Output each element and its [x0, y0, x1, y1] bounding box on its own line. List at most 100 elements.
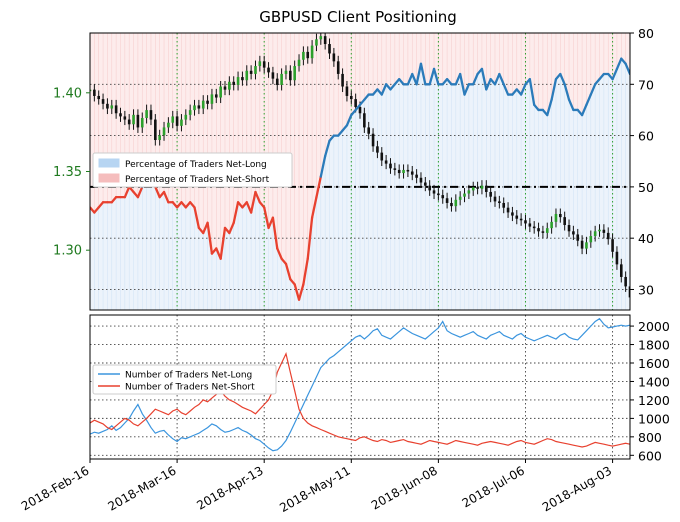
candle-body	[528, 223, 532, 227]
candle-body	[576, 234, 580, 241]
net-long-segment	[380, 83, 388, 96]
candle-body	[197, 105, 201, 109]
net-long-segment	[319, 154, 327, 178]
candle-body	[167, 122, 170, 128]
candle-body	[445, 198, 449, 203]
net-short-segment	[276, 247, 283, 260]
net-short-segment	[162, 190, 170, 204]
right-tick-label: 1800	[638, 338, 670, 353]
candle-body	[572, 231, 575, 235]
legend-number: Number of Traders Net-Long Number of Trad…	[92, 364, 277, 395]
net-long-segment	[585, 93, 592, 106]
net-short-segment	[315, 175, 322, 199]
candle-body	[119, 113, 122, 117]
right-tick-label: 600	[638, 448, 662, 463]
candle-body	[554, 213, 558, 222]
legend-label: Percentage of Traders Net-Long	[125, 160, 267, 170]
net-short-segment	[219, 226, 227, 260]
candle-body	[132, 114, 135, 125]
x-tick-label: 2018-Aug-03	[540, 463, 614, 514]
candle-body	[345, 86, 349, 96]
candle-body	[437, 193, 440, 196]
candle-body	[297, 59, 301, 67]
net-long-segment	[519, 83, 527, 96]
net-short-segment	[228, 221, 235, 235]
candle-body	[245, 70, 249, 81]
candle-body	[380, 152, 384, 161]
right-tick-label: 1400	[638, 374, 670, 389]
candle-body	[371, 133, 375, 147]
candle-body	[149, 110, 153, 120]
candle-body	[393, 168, 397, 170]
net-short-segment	[310, 195, 318, 219]
candle-body	[154, 119, 157, 141]
left-tick-label: 1.30	[53, 244, 82, 259]
candle-body	[376, 146, 379, 153]
legend-label: Number of Traders Net-Long	[125, 371, 252, 381]
right-tick-label: 40	[638, 231, 654, 246]
candle-body	[332, 53, 336, 62]
candle-body	[280, 73, 283, 85]
bottom-panel: 600 800 1000 1200 1400 1600 1800 2000	[89, 314, 670, 463]
candle-body	[249, 70, 253, 74]
candle-body	[267, 67, 270, 73]
candle-body	[284, 70, 288, 74]
candle-body	[145, 110, 148, 118]
net-long-segment	[415, 62, 423, 86]
right-tick-label: 50	[638, 180, 654, 195]
legend-swatch	[98, 158, 120, 168]
candle-body	[519, 218, 523, 221]
candle-body	[397, 169, 401, 174]
candle-body	[598, 229, 601, 232]
bottom-frame	[89, 314, 631, 460]
candle-body	[258, 61, 262, 67]
candle-body	[158, 135, 161, 141]
net-long-segment	[493, 72, 501, 86]
candle-body	[415, 174, 418, 178]
percentage-line	[90, 57, 630, 301]
right-tick-label: 1000	[638, 411, 670, 426]
net-long-segment	[624, 62, 630, 76]
x-tick-label: 2018-Jun-08	[369, 463, 440, 512]
net-short-segment	[254, 190, 261, 204]
candle-body	[541, 231, 545, 233]
right-tick-label: 1200	[638, 393, 670, 408]
candle-body	[454, 199, 458, 207]
candle-body	[201, 100, 205, 109]
candle-body	[363, 113, 366, 128]
candle-body	[271, 72, 275, 79]
candle-body	[593, 231, 597, 237]
candle-body	[341, 73, 344, 87]
candle-body	[136, 114, 140, 128]
legend-box	[92, 364, 277, 395]
net-short-count-line	[90, 352, 630, 448]
candle-body	[236, 77, 240, 85]
candle-body	[328, 44, 331, 54]
candle-body	[358, 106, 362, 114]
net-long-segment	[463, 83, 471, 96]
net-long-segment	[589, 83, 597, 96]
candle-body	[537, 228, 540, 232]
candle-body	[354, 99, 357, 107]
candle-body	[349, 95, 353, 100]
legend-label: Percentage of Traders Net-Short	[125, 175, 270, 185]
candle-body	[180, 119, 183, 126]
net-long-segment	[559, 72, 566, 86]
candle-body	[232, 81, 236, 85]
left-tick-label: 1.40	[53, 86, 82, 101]
chart-title: GBPUSD Client Positioning	[259, 8, 457, 26]
left-tick-label: 1.35	[53, 165, 82, 180]
candle-body	[498, 201, 501, 203]
net-short-segment	[284, 262, 292, 281]
candle-body	[367, 127, 371, 134]
candle-body	[110, 105, 114, 109]
candle-body	[389, 163, 392, 169]
net-long-segment	[611, 67, 619, 81]
net-long-segment	[563, 83, 571, 101]
candle-body	[302, 51, 305, 60]
candle-body	[323, 36, 327, 45]
net-long-segment	[485, 78, 492, 91]
candle-body	[140, 117, 144, 128]
x-tick-label: 2018-Feb-16	[19, 463, 92, 513]
net-short-segment	[306, 216, 314, 260]
